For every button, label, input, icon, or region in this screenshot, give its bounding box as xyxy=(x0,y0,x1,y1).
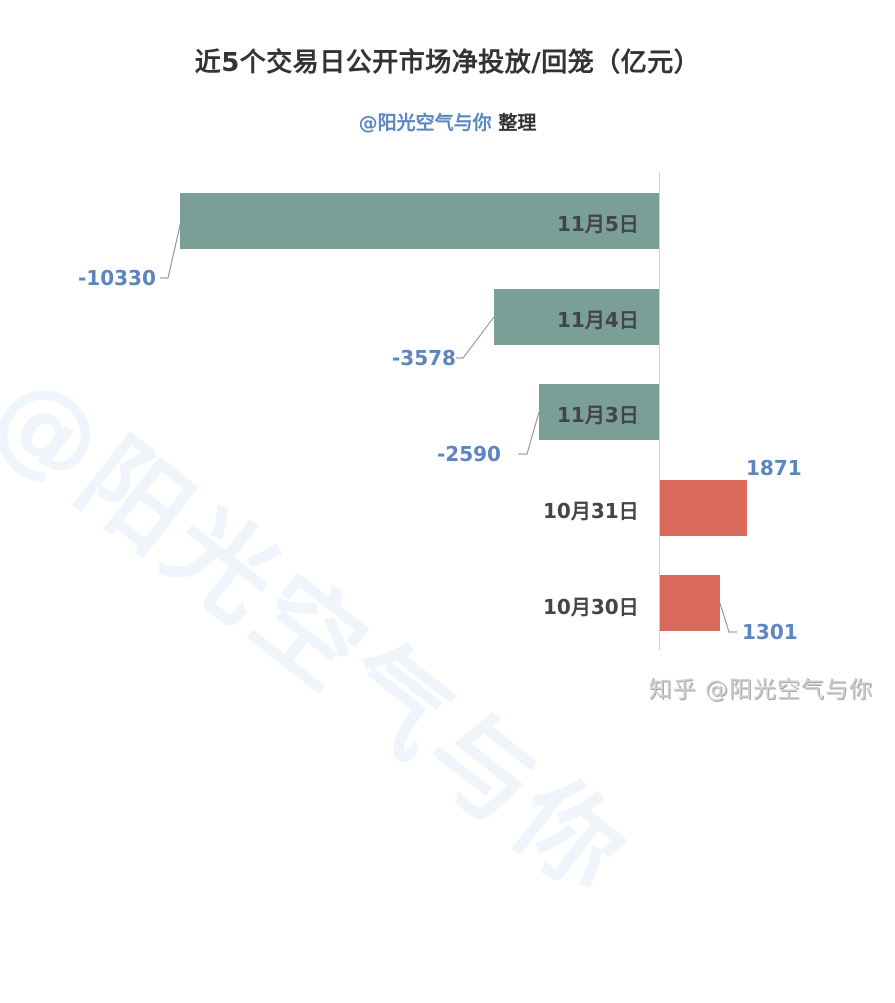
category-label-oct-31: 10月31日 xyxy=(543,499,639,523)
bar-oct-31 xyxy=(660,480,747,536)
value-label-oct-30: 1301 xyxy=(742,620,798,644)
chart-subtitle: @阳光空气与你 整理 xyxy=(0,108,895,135)
value-label-nov-3: -2590 xyxy=(437,442,501,466)
category-label-nov-5: 11月5日 xyxy=(557,212,639,236)
chart-title: 近5个交易日公开市场净投放/回笼（亿元） xyxy=(194,48,701,78)
zero-axis-line xyxy=(659,172,660,650)
category-label-nov-3: 11月3日 xyxy=(557,403,639,427)
value-label-nov-4: -3578 xyxy=(392,346,456,370)
value-label-oct-31: 1871 xyxy=(746,456,802,480)
footer-credit: 知乎 @阳光空气与你 xyxy=(648,677,873,703)
leader-lines xyxy=(160,220,737,633)
value-label-nov-5: -10330 xyxy=(78,266,156,290)
subtitle-author: @阳光空气与你 xyxy=(358,112,492,134)
bar-oct-30 xyxy=(660,575,720,631)
bar-nov-3 xyxy=(539,384,659,440)
category-label-oct-30: 10月30日 xyxy=(543,595,639,619)
subtitle-suffix: 整理 xyxy=(498,112,537,134)
bar-nov-4 xyxy=(494,289,659,345)
bar-nov-5 xyxy=(180,193,659,249)
category-label-nov-4: 11月4日 xyxy=(557,308,639,332)
